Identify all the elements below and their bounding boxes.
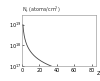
Text: N$_t$ (atoms/cm$^2$): N$_t$ (atoms/cm$^2$)	[22, 4, 61, 15]
X-axis label: Z: Z	[97, 71, 100, 76]
